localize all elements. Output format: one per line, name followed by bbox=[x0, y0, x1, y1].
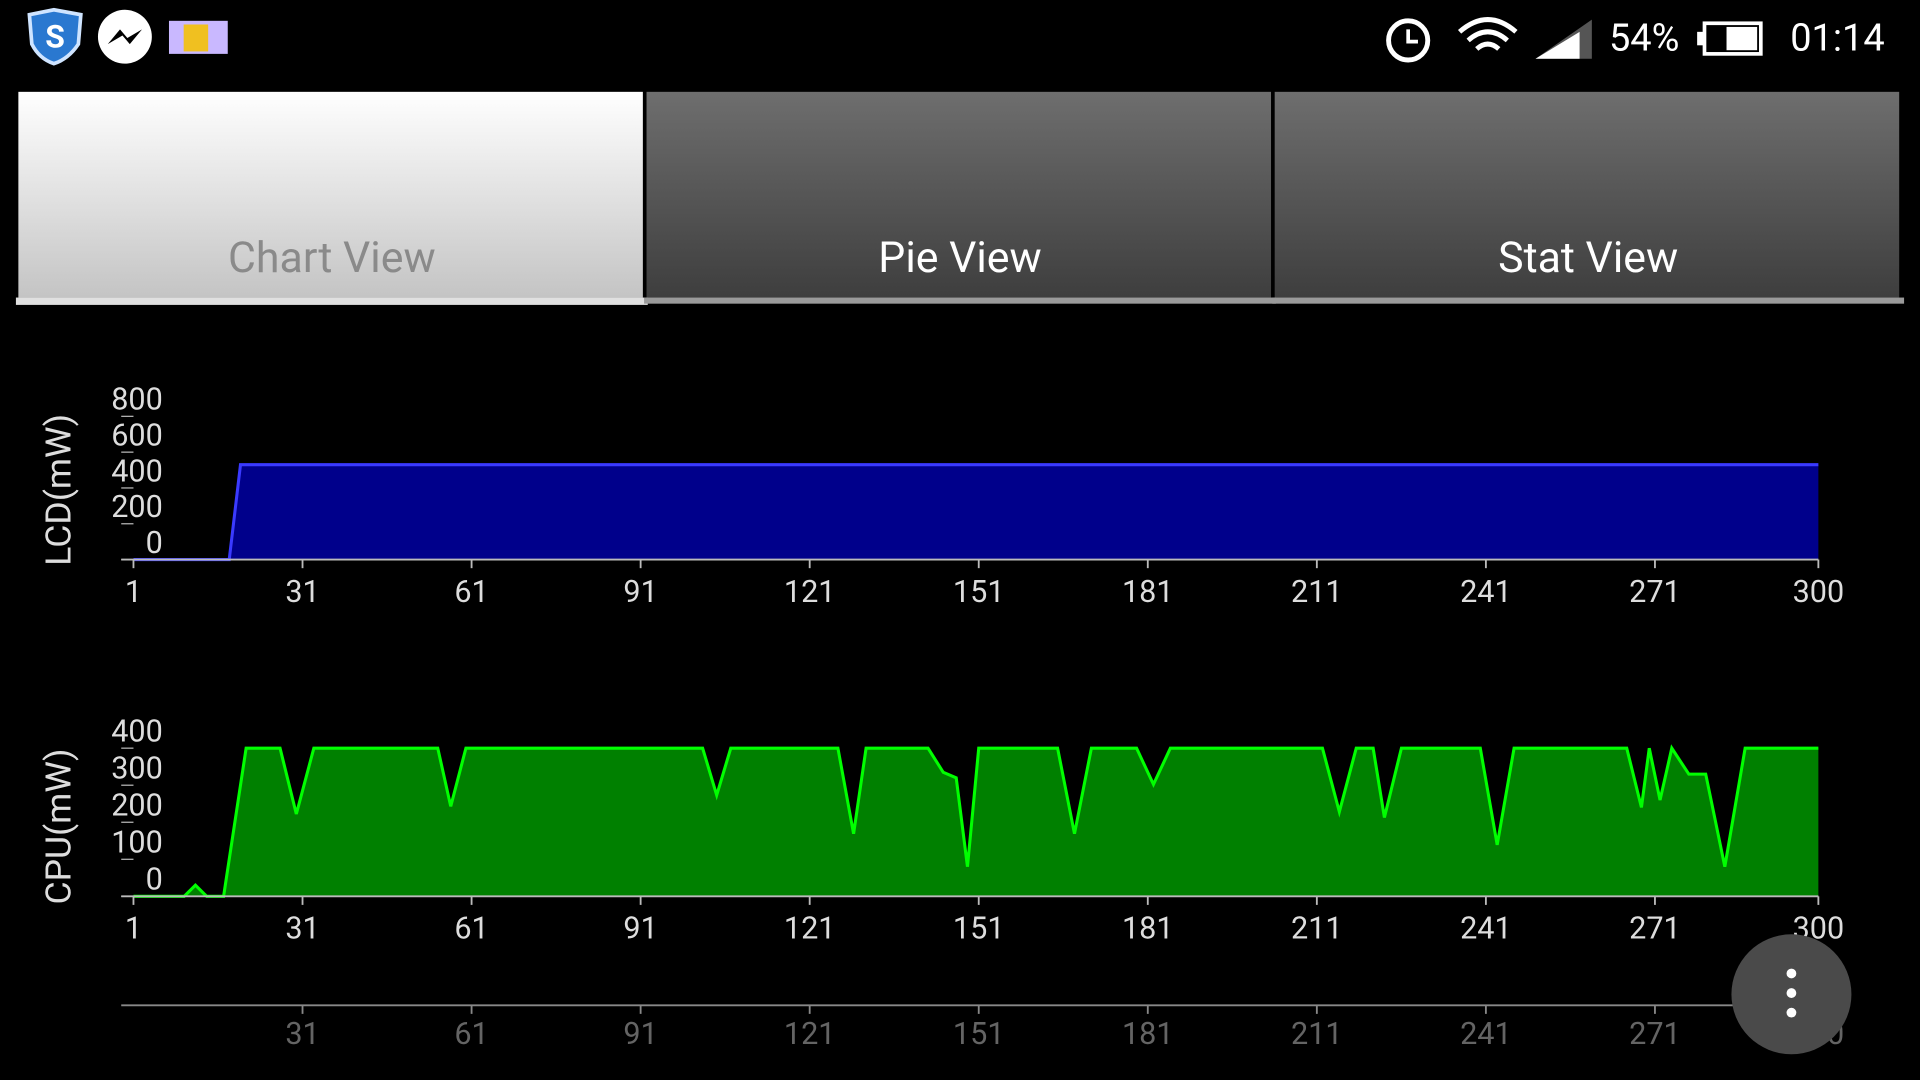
menu-dot bbox=[1786, 1007, 1797, 1018]
x-tick-label: 61 bbox=[454, 912, 488, 947]
tab-background[interactable] bbox=[18, 91, 643, 298]
tab-label[interactable]: Pie View bbox=[878, 233, 1041, 283]
y-tick-label: 0 bbox=[146, 526, 163, 561]
security-icon-glyph: S bbox=[45, 18, 65, 56]
x-tick-label: 61 bbox=[454, 1017, 488, 1052]
tab[interactable]: Chart View bbox=[15, 91, 648, 305]
tab-background[interactable] bbox=[1274, 91, 1900, 298]
tab-background[interactable] bbox=[646, 91, 1272, 298]
y-tick-label: 800 bbox=[111, 383, 163, 418]
y-tick-label: 400 bbox=[111, 454, 163, 489]
x-tick-label: 31 bbox=[285, 575, 319, 610]
y-tick-label: 600 bbox=[111, 419, 163, 454]
security-icon bbox=[27, 7, 83, 66]
x-tick-label: 241 bbox=[1460, 912, 1512, 947]
y-tick-label: 0 bbox=[146, 863, 163, 898]
y-tick-label: 100 bbox=[111, 826, 163, 861]
battery-percent: 54% bbox=[1609, 16, 1679, 60]
y-axis-label: CPU(mW) bbox=[38, 749, 80, 905]
area-fill bbox=[133, 748, 1819, 897]
x-tick-label: 121 bbox=[784, 1017, 836, 1052]
x-tick-label: 61 bbox=[454, 575, 488, 610]
tab-indicator bbox=[1272, 297, 1905, 304]
x-tick-label: 91 bbox=[623, 912, 657, 947]
wifi-icon bbox=[1457, 17, 1518, 51]
tab-bar: Chart View Pie View Stat View bbox=[15, 91, 1905, 305]
x-tick-label: 181 bbox=[1122, 1017, 1174, 1052]
x-tick-label: 91 bbox=[623, 575, 657, 610]
x-tick-label: 271 bbox=[1629, 575, 1681, 610]
clock: 01:14 bbox=[1790, 16, 1884, 60]
alarm-icon bbox=[1386, 18, 1431, 63]
x-tick-label: 271 bbox=[1629, 1017, 1681, 1052]
tab-indicator bbox=[15, 297, 648, 305]
x-tick-label: 91 bbox=[623, 1017, 657, 1052]
overflow-menu-button[interactable] bbox=[1731, 934, 1852, 1055]
y-tick-label: 400 bbox=[111, 715, 163, 750]
alarm-hands bbox=[1406, 29, 1418, 44]
x-tick-label: 241 bbox=[1460, 1017, 1512, 1052]
y-tick-label: 200 bbox=[111, 789, 163, 824]
y-tick-label: 200 bbox=[111, 490, 163, 525]
x-tick-label: 31 bbox=[285, 1017, 319, 1052]
menu-dot bbox=[1786, 968, 1797, 979]
x-tick-label: 1 bbox=[125, 912, 142, 947]
p-icon-inner bbox=[183, 24, 209, 52]
battery-tip bbox=[1697, 31, 1705, 46]
status-icons-right bbox=[1386, 17, 1763, 63]
area-line bbox=[133, 744, 1819, 898]
tab-label[interactable]: Stat View bbox=[1498, 233, 1678, 283]
x-tick-label: 271 bbox=[1629, 912, 1681, 947]
x-tick-label: 151 bbox=[953, 575, 1005, 610]
tab-label[interactable]: Chart View bbox=[228, 233, 436, 283]
menu-dot bbox=[1786, 988, 1797, 998]
status-icons-left: S bbox=[27, 7, 228, 66]
x-tick-label: 211 bbox=[1291, 575, 1343, 610]
x-tick-label: 121 bbox=[784, 912, 836, 947]
y-axis-label: LCD(mW) bbox=[38, 414, 80, 566]
x-tick-label: 31 bbox=[285, 912, 319, 947]
x-tick-label: 181 bbox=[1122, 575, 1174, 610]
x-tick-label: 241 bbox=[1460, 575, 1512, 610]
tab[interactable]: Stat View bbox=[1272, 91, 1905, 304]
x-tick-label: 121 bbox=[784, 575, 836, 610]
tab[interactable]: Pie View bbox=[644, 91, 1276, 304]
tab-indicator bbox=[644, 297, 1276, 304]
x-tick-label: 151 bbox=[953, 912, 1005, 947]
area-fill bbox=[133, 464, 1819, 560]
x-tick-label: 151 bbox=[953, 1017, 1005, 1052]
x-tick-label: 1 bbox=[125, 575, 142, 610]
y-tick-label: 300 bbox=[111, 752, 163, 787]
x-tick-label: 181 bbox=[1122, 912, 1174, 947]
x-tick-label: 300 bbox=[1793, 575, 1845, 610]
x-tick-label: 211 bbox=[1291, 1017, 1343, 1052]
battery-level bbox=[1726, 26, 1758, 51]
x-tick-label: 211 bbox=[1291, 912, 1343, 947]
messenger-glyph bbox=[107, 29, 143, 45]
